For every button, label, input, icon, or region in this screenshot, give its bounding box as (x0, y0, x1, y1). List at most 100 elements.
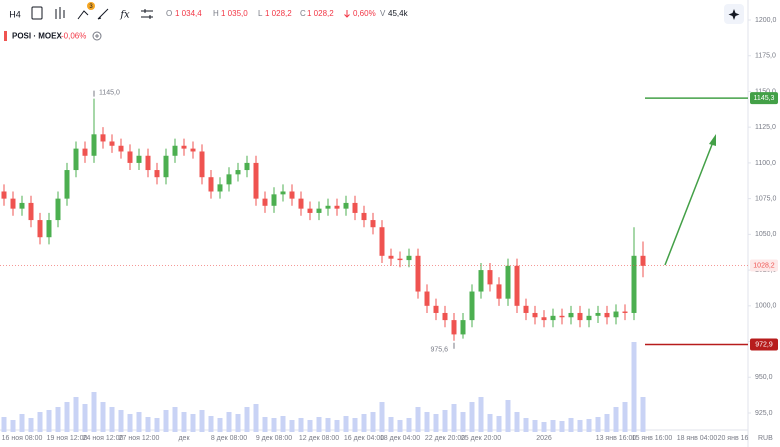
candle-body (424, 291, 430, 306)
candle-body (199, 151, 205, 178)
indicators-icon[interactable] (31, 6, 43, 20)
candle-body (46, 220, 52, 238)
candle-body (163, 155, 169, 178)
x-tick-label: 8 дек 08:00 (211, 435, 247, 442)
candle-body (280, 191, 286, 195)
volume-bar (388, 417, 394, 432)
interval-button[interactable] (4, 4, 26, 24)
volume-bar (496, 416, 502, 432)
candle-body (541, 317, 547, 321)
volume-bar (469, 402, 475, 432)
legend-swatch (4, 31, 7, 41)
volume-bar (424, 412, 430, 432)
volume-bar (505, 400, 511, 432)
x-tick-label: 24 ноя 12:00 (83, 435, 124, 442)
v-key: V (380, 9, 386, 18)
x-tick-label: 16 ноя 08:00 (2, 435, 43, 442)
volume-bar (604, 414, 610, 432)
l-value: 1 028,2 (265, 9, 292, 18)
price-line-box (750, 338, 778, 351)
candle-body (262, 198, 268, 206)
o-value: 1 034,4 (175, 9, 202, 18)
x-tick-label: 22 дек 20:00 (425, 435, 465, 442)
volume-bar (361, 414, 367, 432)
arrow-line (664, 141, 714, 266)
volume-bar (415, 407, 421, 432)
volume-bar (451, 404, 457, 432)
candle-body (559, 315, 565, 318)
volume-bar (307, 420, 313, 432)
candle-body (109, 141, 115, 146)
h-value: 1 035,0 (221, 9, 248, 18)
legend-symbol[interactable]: POSI · MOEX (12, 32, 62, 41)
candle-body (136, 155, 142, 163)
x-tick-label: 2026 (536, 435, 552, 442)
volume-bar (397, 420, 403, 432)
volume-bar (334, 420, 340, 432)
volume-bar (46, 410, 52, 432)
x-tick-label: 18 янв 04:00 (677, 435, 718, 442)
h-key: H (213, 9, 219, 18)
y-tick-label: 1150,0 (755, 88, 776, 95)
candle-body (406, 255, 412, 261)
volume-bar (37, 412, 43, 432)
volume-bar (532, 420, 538, 432)
candle-body (532, 312, 538, 318)
y-tick-label: 950,0 (755, 374, 773, 381)
y-tick-label: 1100,0 (755, 160, 776, 167)
candle-body (217, 184, 223, 192)
y-tick-label: 1200,0 (755, 17, 777, 24)
x-tick-label: 15 янв 16:00 (632, 435, 673, 442)
change: 0,60% (353, 9, 376, 18)
volume-bar (10, 420, 16, 432)
toolbar: H4 3 fx (4, 2, 744, 24)
candle-body (190, 148, 196, 152)
candle-body (271, 194, 277, 206)
candle-body (325, 205, 331, 209)
x-tick-label: 19 ноя 12:00 (47, 435, 88, 442)
volume-bar (352, 418, 358, 432)
candle-body (19, 202, 25, 209)
sparkle-icon (728, 9, 740, 20)
candle-body (568, 312, 574, 318)
volume-bar (370, 412, 376, 432)
volume-bar (541, 422, 547, 432)
candle-body (307, 208, 313, 213)
volume-bar (118, 410, 124, 432)
badge (87, 2, 95, 10)
compare-button[interactable] (92, 31, 102, 41)
volume-bar (55, 407, 61, 432)
currency: RUB (758, 435, 773, 442)
candle-body (397, 258, 403, 261)
volume-bar (181, 412, 187, 432)
x-tick-label: 18 дек 04:00 (380, 435, 420, 442)
c-key: C (300, 9, 306, 18)
volume-bar (460, 412, 466, 432)
volume-bar (631, 342, 637, 432)
volume-bar (568, 418, 574, 432)
candle-body (226, 174, 232, 185)
volume-bar (298, 418, 304, 432)
chart-type-icon[interactable] (55, 7, 65, 19)
x-tick-label: 27 ноя 12:00 (119, 435, 160, 442)
x-tick-label: 20 янв 16 (718, 435, 749, 442)
volume-bar (109, 407, 115, 432)
drawing-icon[interactable] (77, 10, 89, 20)
candle-body (370, 220, 376, 228)
candle-body (118, 145, 124, 152)
last-price-label: 1028,2 (753, 262, 775, 269)
candle-body (604, 312, 610, 318)
interval[interactable]: H4 (9, 9, 21, 19)
volume-bar (280, 416, 286, 432)
candle-body (433, 305, 439, 313)
pen-icon[interactable] (97, 8, 109, 20)
volume-bar (226, 412, 232, 432)
volume-bar (343, 416, 349, 432)
candle-body (172, 145, 178, 156)
candle-body (640, 255, 646, 266)
fx-icon[interactable]: fx (119, 10, 130, 21)
settings-icon[interactable] (141, 9, 153, 19)
y-tick-label: 925,0 (755, 410, 773, 417)
